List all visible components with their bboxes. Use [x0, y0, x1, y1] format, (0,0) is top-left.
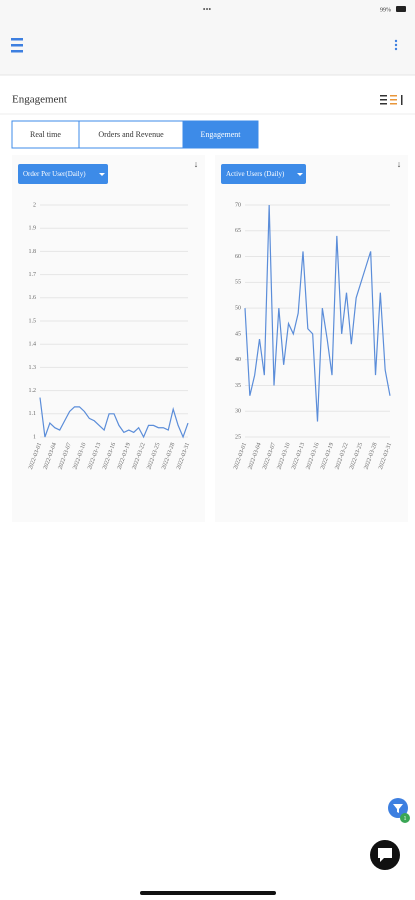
- top-bar: [0, 0, 415, 75]
- page-title: Engagement: [12, 94, 67, 106]
- tab[interactable]: [78, 120, 184, 149]
- y-tick-label: 1.2: [29, 388, 37, 394]
- dropdown[interactable]: [221, 164, 306, 184]
- tab[interactable]: [182, 120, 259, 149]
- y-tick-label: 1.7: [29, 272, 37, 278]
- y-tick-label: 30: [235, 409, 241, 415]
- y-tick-label: 1.1: [29, 411, 37, 417]
- y-tick-label: 1: [33, 434, 36, 440]
- data-line: [244, 204, 391, 422]
- chat-icon: [378, 848, 392, 862]
- status-dots: •••: [203, 5, 212, 14]
- tab-label: Real time: [30, 130, 61, 139]
- battery-text: 99%: [380, 7, 391, 13]
- dropdown-caret: [297, 173, 303, 176]
- tab-label: Orders and Revenue: [98, 130, 164, 139]
- chart-card: [12, 155, 205, 522]
- y-tick-label: 35: [235, 383, 241, 389]
- y-tick-label: 65: [235, 228, 241, 234]
- download-icon[interactable]: ↓: [194, 159, 199, 169]
- y-tick-label: 2: [33, 202, 36, 208]
- data-line: [39, 397, 189, 439]
- filter-icon: [393, 804, 403, 813]
- y-tick-label: 45: [235, 331, 241, 337]
- y-tick-label: 55: [235, 280, 241, 286]
- tab-label: Engagement: [201, 130, 242, 139]
- y-tick-label: 60: [235, 254, 241, 260]
- view-toggle[interactable]: [380, 95, 403, 105]
- dropdown[interactable]: [18, 164, 108, 184]
- y-tick-label: 1.9: [29, 226, 37, 232]
- y-tick-label: 25: [235, 434, 241, 440]
- more-button[interactable]: [394, 39, 398, 51]
- y-tick-label: 50: [235, 305, 241, 311]
- dropdown-label: Order Per User(Daily): [23, 170, 86, 178]
- menu-button[interactable]: [11, 38, 23, 53]
- dropdown-label: Active Users (Daily): [226, 170, 285, 178]
- y-tick-label: 1.6: [29, 295, 37, 301]
- battery-icon: [396, 6, 406, 12]
- y-tick-label: 1.3: [29, 365, 37, 371]
- y-tick-label: 1.4: [29, 342, 37, 348]
- filter-badge: [400, 813, 410, 823]
- y-tick-label: 1.8: [29, 249, 37, 255]
- y-tick-label: 70: [235, 202, 241, 208]
- home-indicator: [140, 891, 276, 895]
- y-tick-label: 40: [235, 357, 241, 363]
- filter-badge-count: 1: [404, 816, 407, 822]
- dropdown-caret: [99, 173, 105, 176]
- y-tick-label: 1.5: [29, 318, 37, 324]
- download-icon[interactable]: ↓: [397, 159, 402, 169]
